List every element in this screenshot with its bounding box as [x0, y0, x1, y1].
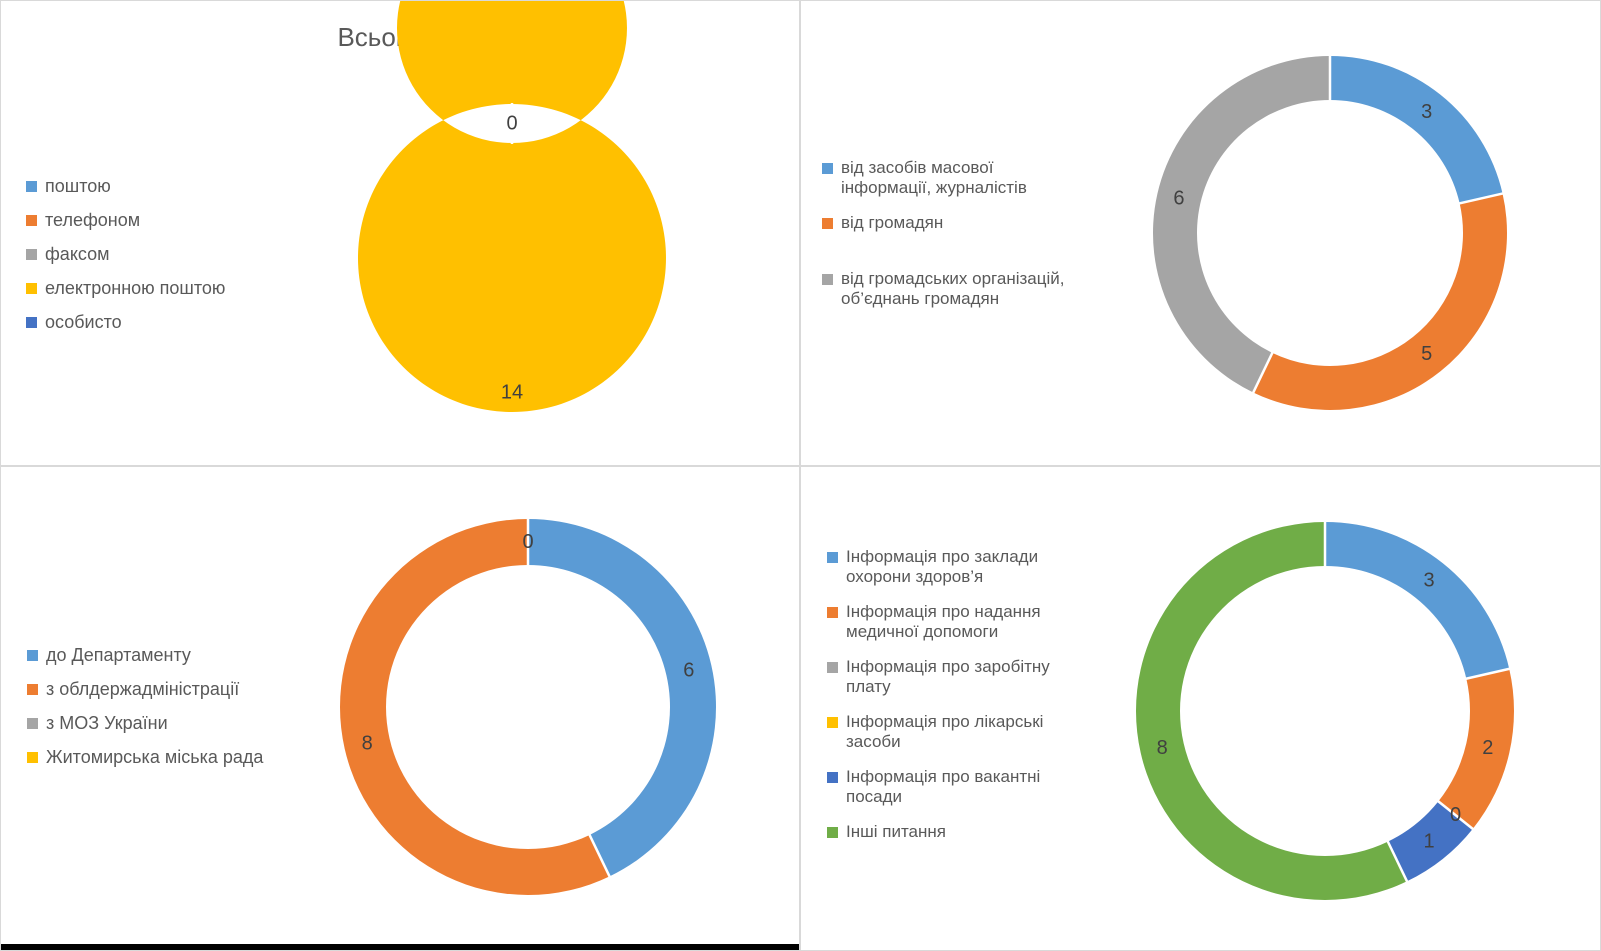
- slice-value-label: 6: [683, 659, 694, 681]
- legend-item-label: телефоном: [45, 210, 141, 230]
- slice-separator: [1458, 192, 1504, 205]
- chart-panel-requesters: від засобів масової інформації, журналіс…: [801, 1, 1600, 465]
- legend-item-label: факсом: [45, 244, 110, 264]
- legend-item: Інформація про надання медичної допомоги: [827, 602, 1050, 642]
- legend-item-label: особисто: [45, 312, 122, 332]
- legend: до Департаменту з облдержадміністрації з…: [27, 645, 263, 768]
- legend-swatch-icon: [27, 650, 38, 661]
- legend-item-label: Інші питання: [846, 822, 946, 841]
- legend-item-label: Інформація про заробітну плату: [846, 657, 1050, 696]
- legend-item: поштою: [26, 176, 225, 197]
- legend-item: Інформація про заклади охорони здоров’я: [827, 547, 1050, 587]
- legend-item: факсом: [26, 244, 225, 265]
- legend-swatch-icon: [822, 274, 833, 285]
- donut-slice: [1136, 522, 1408, 900]
- legend-item-label: Інформація про заклади охорони здоров’я: [846, 547, 1039, 586]
- legend-item-label: від засобів масової інформації, журналіс…: [841, 158, 1027, 197]
- slice-value-label: 0: [522, 531, 533, 553]
- legend-item-label: з облдержадміністрації: [46, 679, 240, 699]
- slice-value-label: 3: [1424, 569, 1435, 591]
- legend-item-label: Інформація про лікарські засоби: [846, 712, 1044, 751]
- legend: Інформація про заклади охорони здоров’я …: [827, 547, 1050, 842]
- donut-slice: [339, 519, 610, 895]
- legend-item-label: електронною поштою: [45, 278, 226, 298]
- legend-swatch-icon: [827, 607, 838, 618]
- legend: поштою телефоном факсом електронною пошт…: [26, 176, 225, 333]
- legend-swatch-icon: [827, 662, 838, 673]
- panel-bottom-border: [1, 944, 799, 950]
- donut-slice: [1253, 193, 1507, 411]
- slice-value-label: 8: [362, 733, 373, 755]
- donut-slice: [1153, 56, 1330, 393]
- legend-swatch-icon: [27, 718, 38, 729]
- legend-item: від громадян: [822, 213, 1064, 233]
- legend-item: Житомирська міська рада: [27, 747, 263, 768]
- legend-item: від засобів масової інформації, журналіс…: [822, 158, 1064, 198]
- legend-swatch-icon: [26, 215, 37, 226]
- legend-item-label: від громадських організацій, об’єднань г…: [841, 269, 1065, 308]
- legend-item: з МОЗ України: [27, 713, 263, 734]
- chart-panel-channels: Всього: 14 поштою телефоном факсом елект…: [1, 1, 799, 465]
- slice-value-label: 1: [1424, 831, 1435, 853]
- slice-separator: [1436, 799, 1475, 831]
- legend-swatch-icon: [26, 181, 37, 192]
- legend-swatch-icon: [827, 827, 838, 838]
- legend-item: телефоном: [26, 210, 225, 231]
- legend-item-label: до Департаменту: [46, 645, 191, 665]
- donut-slice: [528, 519, 716, 877]
- slice-value-label: 6: [1173, 188, 1184, 210]
- legend-item: особисто: [26, 312, 225, 333]
- legend-swatch-icon: [27, 684, 38, 695]
- slice-value-label: 5: [1421, 343, 1432, 365]
- legend-item-label: поштою: [45, 176, 111, 196]
- legend-item-label: Житомирська міська рада: [46, 747, 264, 767]
- donut-slice: [1325, 522, 1510, 679]
- slice-separator: [588, 833, 612, 878]
- legend-swatch-icon: [26, 317, 37, 328]
- slice-separator: [1386, 840, 1409, 883]
- legend-item: Інформація про заробітну плату: [827, 657, 1050, 697]
- legend-item-label: від громадян: [841, 213, 944, 232]
- slice-separator: [1465, 667, 1511, 681]
- legend-item: Інформація про вакантні посади: [827, 767, 1050, 807]
- legend-item: Інформація про лікарські засоби: [827, 712, 1050, 752]
- slice-value-label: 2: [1482, 737, 1493, 759]
- legend-swatch-icon: [26, 249, 37, 260]
- legend-swatch-icon: [827, 552, 838, 563]
- legend-item: від громадських організацій, об’єднань г…: [822, 269, 1064, 309]
- slice-value-label: 0: [1450, 804, 1461, 826]
- legend-swatch-icon: [827, 717, 838, 728]
- slice-separator: [1251, 351, 1274, 394]
- legend-item: до Департаменту: [27, 645, 263, 666]
- donut-slice: [1330, 56, 1503, 204]
- legend-item-label: Інформація про надання медичної допомоги: [846, 602, 1041, 641]
- slice-value-label: 8: [1157, 737, 1168, 759]
- slice-value-label: 3: [1421, 101, 1432, 123]
- legend-item-label: Інформація про вакантні посади: [846, 767, 1041, 806]
- legend: від засобів масової інформації, журналіс…: [822, 158, 1064, 309]
- donut-slice: [358, 1, 666, 412]
- legend-swatch-icon: [27, 752, 38, 763]
- chart-title: Всього: 14: [337, 22, 463, 52]
- legend-swatch-icon: [822, 163, 833, 174]
- legend-swatch-icon: [827, 772, 838, 783]
- chart-panel-topics: Інформація про заклади охорони здоров’я …: [801, 467, 1600, 950]
- legend-item: електронною поштою: [26, 278, 225, 299]
- slice-value-label: 14: [501, 382, 523, 404]
- legend-swatch-icon: [26, 283, 37, 294]
- slice-value-label: 0: [506, 113, 517, 135]
- donut-slice: [1438, 668, 1514, 829]
- donut-slice: [1387, 801, 1473, 882]
- legend-swatch-icon: [822, 218, 833, 229]
- legend-item-label: з МОЗ України: [46, 713, 168, 733]
- legend-item: Інші питання: [827, 822, 1050, 842]
- legend-item: з облдержадміністрації: [27, 679, 263, 700]
- chart-panel-destinations: до Департаменту з облдержадміністрації з…: [1, 467, 799, 950]
